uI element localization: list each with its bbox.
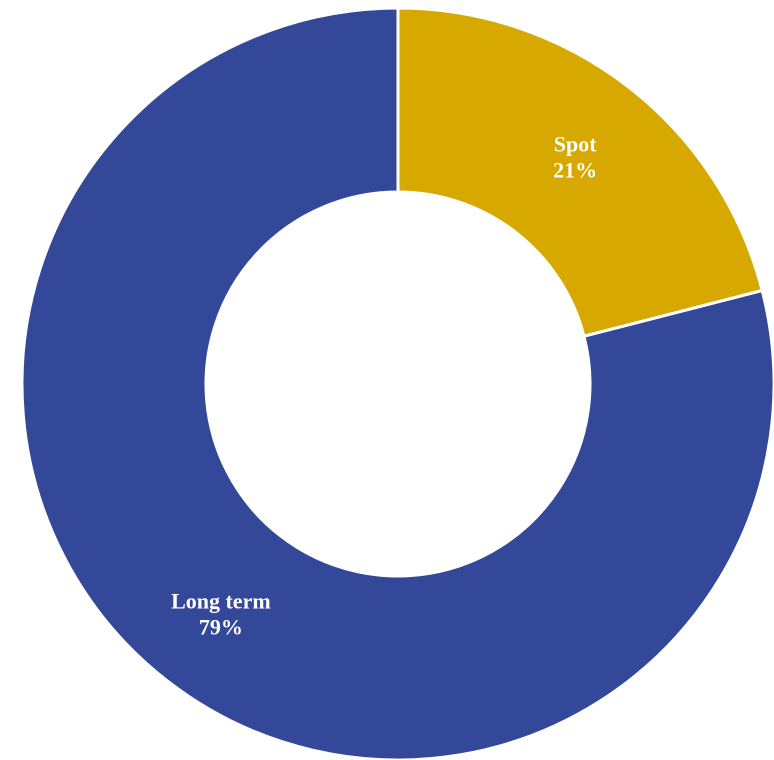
slice-percent-spot: 21% [553, 158, 597, 183]
slice-name-long-term: Long term [171, 588, 271, 613]
slice-spot [396, 6, 765, 339]
slice-name-spot: Spot [554, 132, 597, 157]
slice-percent-long-term: 79% [199, 614, 243, 639]
slice-long-term [20, 6, 774, 760]
slices-layer [20, 6, 774, 760]
slice-label-long-term: Long term 79% [171, 588, 271, 639]
labels-layer: Spot 21% Long term 79% [171, 132, 597, 640]
slice-label-spot: Spot 21% [553, 132, 597, 183]
